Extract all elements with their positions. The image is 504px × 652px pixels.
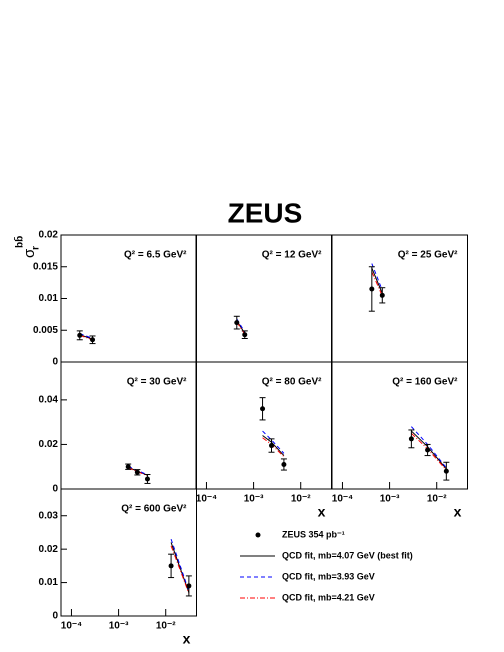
data-point <box>281 461 287 467</box>
x-axis-label: x <box>183 631 191 647</box>
panel-title: Q² = 80 GeV² <box>262 377 322 388</box>
x-tick-label: 10⁻² <box>291 494 311 505</box>
data-point <box>77 332 83 338</box>
y-tick-label: 0.02 <box>39 544 59 555</box>
panel-frame <box>60 488 197 617</box>
fit-line <box>128 467 148 477</box>
fit-line <box>371 271 383 297</box>
y-axis-label: σ r bb̄ <box>13 236 41 258</box>
y-tick-label: 0.01 <box>39 577 59 588</box>
x-tick-label: 10⁻² <box>427 494 447 505</box>
data-point <box>260 406 266 412</box>
x-tick-label: 10⁻³ <box>380 494 400 505</box>
y-tick-label: 0.005 <box>33 325 58 336</box>
y-tick-label: 0.03 <box>39 510 59 521</box>
data-point <box>186 583 192 589</box>
panel-title: Q² = 30 GeV² <box>127 377 187 388</box>
data-point <box>242 332 248 338</box>
x-axis-label: x <box>454 504 462 520</box>
data-point <box>168 563 174 569</box>
panel-title: Q² = 25 GeV² <box>398 250 458 261</box>
data-point <box>134 469 140 475</box>
x-tick-label: 10⁻² <box>156 621 176 632</box>
data-point <box>443 468 449 474</box>
legend-label: QCD fit, mb=4.21 GeV <box>282 592 375 602</box>
data-point <box>369 286 375 292</box>
legend-label: QCD fit, mb=3.93 GeV <box>282 571 375 581</box>
data-point <box>425 447 431 453</box>
y-label: σ <box>21 248 38 258</box>
panel-title: Q² = 600 GeV² <box>121 504 187 515</box>
legend-marker <box>255 532 261 538</box>
fit-line <box>371 267 383 294</box>
data-point <box>269 443 275 449</box>
legend-label: QCD fit, mb=4.07 GeV (best fit) <box>282 550 413 560</box>
data-point <box>90 337 96 343</box>
data-point <box>379 292 385 298</box>
y-tick-label: 0.04 <box>39 395 59 406</box>
y-label-sup: bb̄ <box>13 236 25 248</box>
y-tick-label: 0.02 <box>39 439 59 450</box>
y-tick-label: 0.02 <box>39 230 59 241</box>
x-tick-label: 10⁻⁴ <box>332 494 353 505</box>
fit-line <box>262 430 285 454</box>
data-point <box>408 436 414 442</box>
panel-title: Q² = 6.5 GeV² <box>124 250 187 261</box>
panel-title: Q² = 160 GeV² <box>392 377 458 388</box>
y-tick-label: 0 <box>52 484 58 495</box>
y-tick-label: 0 <box>52 357 58 368</box>
x-axis-label: x <box>318 504 326 520</box>
y-label-sub: r <box>31 246 42 250</box>
fit-line <box>170 538 190 592</box>
data-point <box>144 476 150 482</box>
y-tick-label: 0 <box>52 611 58 622</box>
panel-title: Q² = 12 GeV² <box>262 250 322 261</box>
x-tick-label: 10⁻⁴ <box>196 494 217 505</box>
fit-line <box>371 263 383 291</box>
legend-label: ZEUS 354 pb⁻¹ <box>282 529 345 539</box>
x-tick-label: 10⁻³ <box>109 621 129 632</box>
panel-frame <box>331 361 468 490</box>
data-point <box>234 320 240 326</box>
x-tick-label: 10⁻⁴ <box>61 621 82 632</box>
fit-line <box>411 426 447 469</box>
y-tick-label: 0.01 <box>39 293 59 304</box>
x-tick-label: 10⁻³ <box>244 494 264 505</box>
chart-title: ZEUS <box>228 197 303 228</box>
y-tick-label: 0.015 <box>33 261 58 272</box>
fit-line <box>170 545 190 594</box>
data-point <box>125 464 131 470</box>
